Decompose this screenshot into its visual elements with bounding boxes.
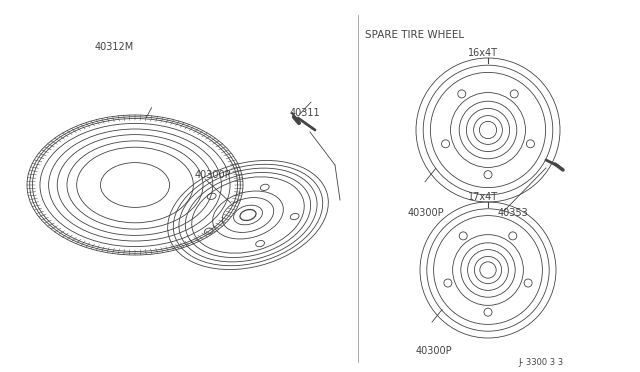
Text: 40300P: 40300P — [416, 346, 452, 356]
Text: 40312M: 40312M — [95, 42, 134, 52]
Text: 16x4T: 16x4T — [468, 48, 498, 58]
Text: 40300P: 40300P — [195, 170, 232, 180]
Text: 17x4T: 17x4T — [468, 192, 498, 202]
Text: J- 3300 3 3: J- 3300 3 3 — [519, 358, 564, 367]
Text: 40300P: 40300P — [408, 208, 445, 218]
Text: 40353: 40353 — [498, 208, 529, 218]
Text: 40311: 40311 — [290, 108, 321, 118]
Text: SPARE TIRE WHEEL: SPARE TIRE WHEEL — [365, 30, 464, 40]
